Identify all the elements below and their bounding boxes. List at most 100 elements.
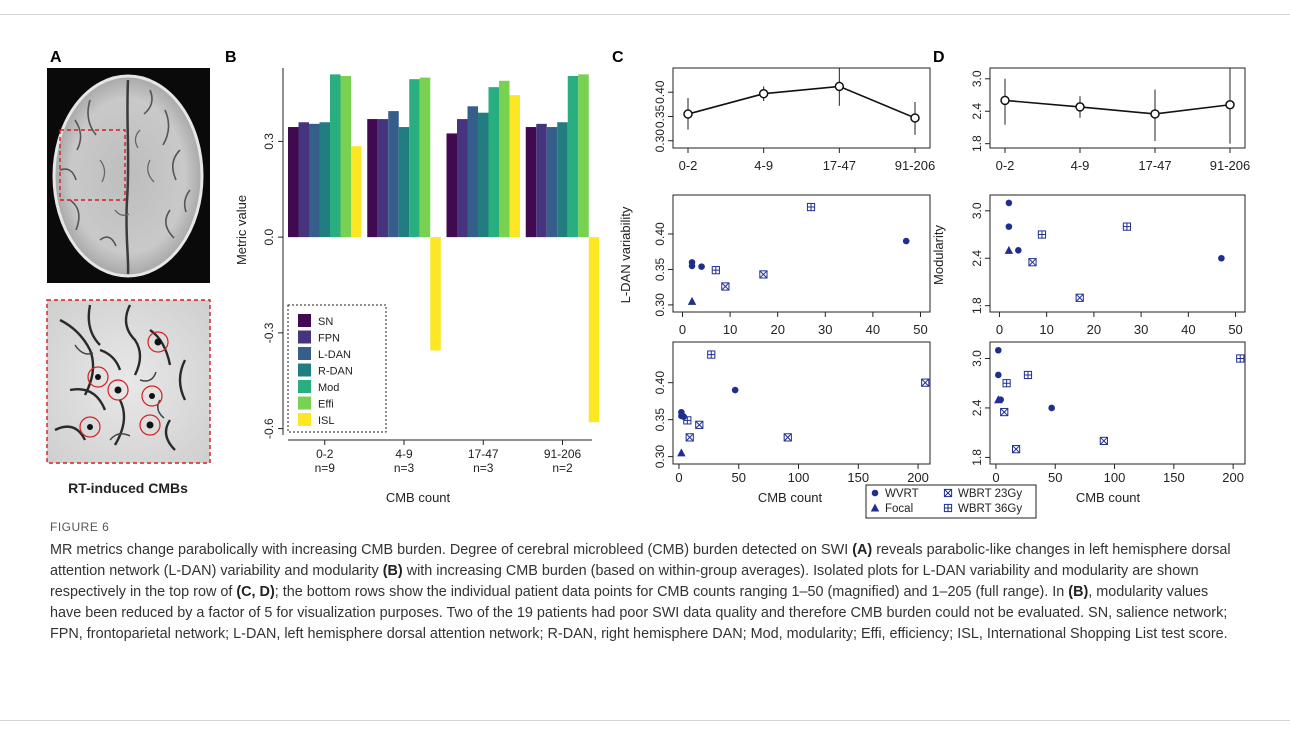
- caption-ref-b: (B): [382, 563, 403, 579]
- figure-label: FIGURE 6: [50, 520, 110, 534]
- marker-wbrt-36gy: [707, 350, 716, 359]
- panel-letter-a: A: [50, 49, 62, 66]
- b-xlabel: CMB count: [386, 490, 451, 505]
- marker-wbrt-36gy: [1037, 230, 1047, 239]
- scatter-legend-label: Focal: [885, 503, 913, 515]
- marker-plus: [944, 504, 952, 512]
- marker-box: [759, 270, 768, 279]
- marker-plus: [807, 203, 815, 211]
- marker-wbrt-23gy: [1099, 436, 1108, 446]
- marker-wvrt: [995, 346, 1002, 354]
- caption-part: ; the bottom rows show the individual pa…: [274, 584, 1069, 600]
- brain-mri-image: [47, 68, 210, 283]
- marker-wbrt-36gy: [1023, 370, 1033, 380]
- d-xlabel: CMB count: [1076, 490, 1141, 505]
- b-xtick-sublabel: n=3: [473, 461, 494, 475]
- marker-wbrt-36gy: [943, 503, 953, 513]
- d-top-xtick-label: 0-2: [996, 158, 1015, 173]
- zoomed-cmb-image: [46, 299, 211, 464]
- legend-label-fpn: FPN: [318, 333, 340, 345]
- bar-isl-0-2: [351, 146, 362, 238]
- marker-box: [685, 433, 694, 442]
- panel-a: A RT-induced CMBs: [46, 49, 211, 496]
- d-mid-ytick-label: 1.8: [970, 297, 984, 314]
- marker-cross: [695, 420, 704, 429]
- figure-caption: FIGURE 6 MR metrics change parabolically…: [50, 520, 1240, 645]
- c-top-line: [687, 85, 916, 119]
- c-top-xtick-label: 0-2: [679, 158, 698, 173]
- bar-fpn-4-9: [377, 119, 389, 238]
- d-mid-xtick-label: 50: [1228, 322, 1242, 337]
- marker-cross: [1000, 408, 1009, 417]
- marker-cross: [685, 433, 694, 442]
- d-mid-ytick-label: 2.4: [970, 250, 984, 267]
- marker-wvrt: [902, 237, 910, 245]
- panel-a-caption: RT-induced CMBs: [68, 480, 188, 496]
- c-bot-xtick-label: 100: [788, 470, 810, 485]
- marker-focal: [687, 296, 697, 305]
- bar-isl-17-47: [509, 95, 520, 238]
- d-mid-xtick-label: 40: [1181, 322, 1195, 337]
- marker-wvrt: [1218, 254, 1225, 262]
- marker-wbrt-23gy: [759, 270, 768, 279]
- cmb-markers: [79, 331, 169, 438]
- bar-fpn-17-47: [457, 119, 468, 238]
- caption-ref-a: (A): [852, 542, 873, 558]
- panel-letter-c: C: [612, 49, 624, 66]
- bar-mod-91-206: [567, 75, 579, 238]
- d-top-xtick-label: 4-9: [1071, 158, 1090, 173]
- marker-wbrt-23gy: [721, 282, 730, 291]
- bar-isl-4-9: [430, 237, 441, 351]
- marker-plus: [1123, 223, 1131, 231]
- legend-label-effi: Effi: [318, 399, 334, 411]
- d-top-ytick-label: 3.0: [970, 70, 984, 87]
- bar-sn-4-9: [367, 119, 378, 238]
- marker-wbrt-23gy: [685, 433, 694, 442]
- marker-cross: [1075, 293, 1084, 302]
- marker-cross: [944, 489, 952, 497]
- marker-focal: [994, 395, 1003, 404]
- marker-box: [1099, 436, 1108, 446]
- c-xlabel: CMB count: [758, 490, 823, 505]
- d-bot-ytick-label: 1.8: [970, 449, 984, 466]
- marker-wbrt-36gy: [1236, 354, 1245, 363]
- bar-fpn-0-2: [298, 122, 309, 238]
- c-mid-xtick-label: 10: [723, 322, 737, 337]
- marker-cross: [1028, 258, 1037, 267]
- scatter-legend-label: WBRT 23Gy: [958, 488, 1022, 500]
- legend-label-l-dan: L-DAN: [318, 349, 351, 361]
- d-top-point: [1150, 109, 1160, 119]
- d-mid-ytick-label: 3.0: [970, 202, 984, 219]
- b-legend: SN FPN L-DAN R-DAN Mod Effi ISL: [287, 304, 387, 433]
- d-bot-ytick-label: 2.4: [970, 399, 984, 416]
- marker-wvrt: [698, 263, 705, 270]
- c-top-ytick-label: 0.40: [653, 80, 667, 104]
- b-ytick-label: 0.0: [262, 228, 276, 245]
- bar-l-dan-91-206: [546, 127, 558, 238]
- marker-plus: [707, 350, 715, 359]
- legend-swatch-sn: [298, 314, 311, 327]
- c-top-xtick-label: 4-9: [754, 158, 773, 173]
- marker-cross: [1099, 436, 1108, 445]
- marker-focal: [677, 448, 686, 457]
- c-mid-xtick-label: 30: [818, 322, 832, 337]
- caption-part: , modularity values have been reduced by…: [50, 584, 1228, 642]
- marker-plus: [1024, 371, 1032, 379]
- c-top-point: [834, 81, 845, 92]
- legend-label-mod: Mod: [318, 382, 339, 394]
- bar-effi-17-47: [499, 80, 510, 238]
- marker-plus: [683, 416, 691, 424]
- marker-wbrt-23gy: [695, 420, 704, 429]
- marker-wvrt: [1005, 223, 1013, 230]
- d-mid-frame: [989, 194, 1246, 313]
- b-xtick-sublabel: n=9: [315, 461, 336, 475]
- c-top-xtick-label: 91-206: [895, 158, 935, 173]
- b-bars: [288, 74, 600, 423]
- bar-effi-91-206: [578, 74, 589, 238]
- marker-box: [1028, 258, 1037, 267]
- d-top-line: [1004, 99, 1231, 115]
- marker-wvrt: [731, 386, 739, 394]
- c-bot-ytick-label: 0.40: [653, 371, 667, 395]
- d-ylabel: Modularity: [931, 225, 946, 285]
- marker-wbrt-23gy: [943, 488, 953, 498]
